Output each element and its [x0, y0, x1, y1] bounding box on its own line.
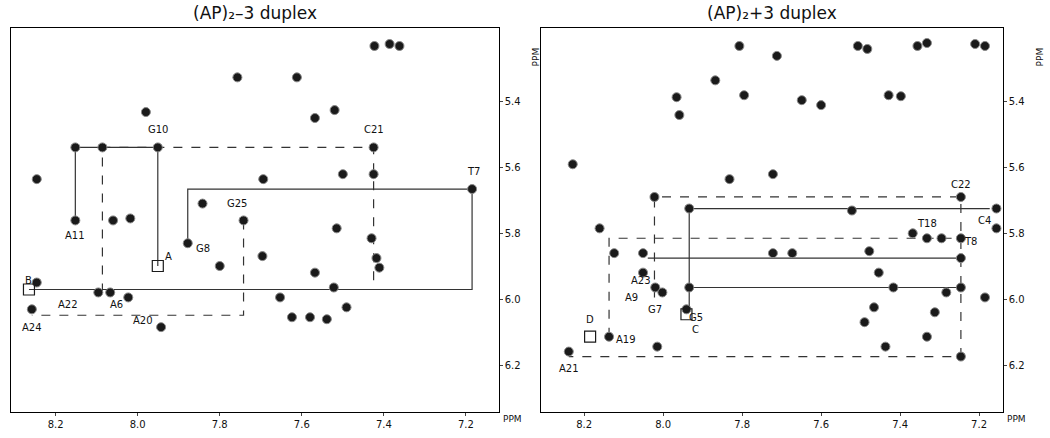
svg-text:8.2: 8.2 — [576, 419, 592, 430]
svg-text:5.8: 5.8 — [505, 228, 521, 239]
svg-text:5.6: 5.6 — [505, 162, 521, 173]
svg-text:G7: G7 — [648, 304, 662, 315]
svg-text:A20: A20 — [133, 315, 153, 326]
svg-text:T18: T18 — [917, 218, 937, 229]
svg-text:7.6: 7.6 — [813, 419, 829, 430]
svg-text:G8: G8 — [196, 243, 210, 254]
svg-text:8.0: 8.0 — [130, 419, 146, 430]
svg-text:A24: A24 — [22, 322, 42, 333]
svg-text:G25: G25 — [227, 198, 247, 209]
svg-text:7.8: 7.8 — [212, 419, 228, 430]
svg-text:D: D — [586, 314, 594, 325]
svg-text:7.4: 7.4 — [376, 419, 392, 430]
svg-text:T7: T7 — [467, 166, 480, 177]
svg-text:6.2: 6.2 — [1009, 360, 1025, 371]
svg-text:6.0: 6.0 — [505, 294, 521, 305]
svg-text:A19: A19 — [616, 334, 636, 345]
svg-text:A11: A11 — [65, 230, 85, 241]
svg-text:B: B — [25, 275, 32, 286]
svg-text:T8: T8 — [964, 236, 977, 247]
svg-text:7.2: 7.2 — [971, 419, 987, 430]
svg-text:(AP)₂+3 duplex: (AP)₂+3 duplex — [707, 3, 837, 23]
svg-text:C21: C21 — [364, 124, 384, 135]
svg-text:7.8: 7.8 — [734, 419, 750, 430]
svg-text:6.2: 6.2 — [505, 360, 521, 371]
svg-text:7.4: 7.4 — [892, 419, 908, 430]
svg-text:G10: G10 — [148, 124, 168, 135]
svg-text:PPM: PPM — [1035, 48, 1045, 67]
svg-text:A23: A23 — [631, 275, 651, 286]
svg-text:5.4: 5.4 — [505, 96, 521, 107]
svg-text:7.6: 7.6 — [294, 419, 310, 430]
svg-text:A22: A22 — [58, 299, 78, 310]
svg-text:C: C — [692, 324, 699, 335]
svg-text:5.6: 5.6 — [1009, 162, 1025, 173]
svg-text:C22: C22 — [951, 179, 971, 190]
svg-text:8.0: 8.0 — [655, 419, 671, 430]
svg-text:C4: C4 — [978, 215, 991, 226]
svg-text:(AP)₂–3 duplex: (AP)₂–3 duplex — [193, 3, 317, 23]
svg-text:PPM: PPM — [503, 414, 522, 424]
svg-text:8.2: 8.2 — [48, 419, 64, 430]
svg-text:5.4: 5.4 — [1009, 96, 1025, 107]
svg-text:5.8: 5.8 — [1009, 228, 1025, 239]
svg-text:G5: G5 — [689, 312, 703, 323]
svg-text:PPM: PPM — [1007, 414, 1026, 424]
svg-text:A6: A6 — [110, 299, 123, 310]
svg-text:A9: A9 — [625, 292, 638, 303]
svg-text:7.2: 7.2 — [458, 419, 474, 430]
svg-text:PPM: PPM — [531, 48, 541, 67]
svg-text:A: A — [165, 251, 172, 262]
svg-text:A21: A21 — [559, 363, 579, 374]
svg-text:6.0: 6.0 — [1009, 294, 1025, 305]
